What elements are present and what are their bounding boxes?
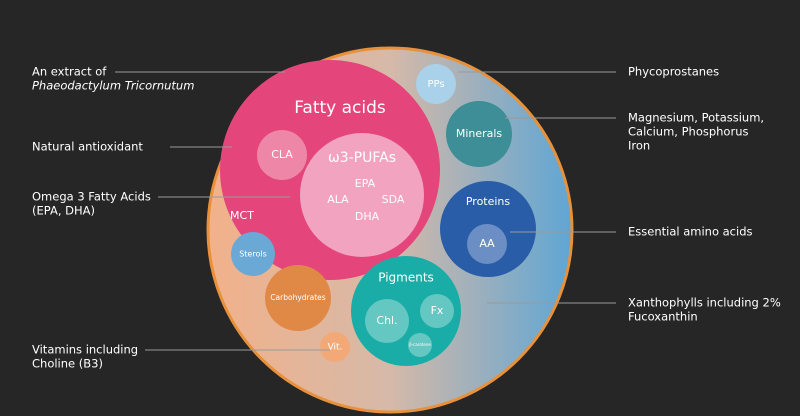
minerals-circle bbox=[446, 101, 512, 167]
pufa-item: DHA bbox=[355, 210, 380, 223]
fx-circle bbox=[420, 294, 454, 328]
chl-label: Chl. bbox=[376, 314, 397, 327]
vit-circle bbox=[320, 332, 350, 362]
mct-label: MCT bbox=[230, 209, 254, 222]
carbohydrates-label: Carbohydrates bbox=[270, 293, 325, 302]
aa-circle bbox=[467, 224, 507, 264]
annotation-text: Natural antioxidant bbox=[32, 140, 143, 154]
pufa-item: ALA bbox=[327, 193, 349, 206]
aa-label: AA bbox=[479, 237, 495, 250]
vit-label: Vit. bbox=[328, 343, 343, 353]
annotation-text: Fucoxanthin bbox=[628, 310, 698, 324]
pufa-item: EPA bbox=[355, 177, 376, 190]
annotation-text: Xanthophylls including 2% bbox=[628, 296, 781, 310]
fx-label: Fx bbox=[431, 304, 444, 317]
cla-label: CLA bbox=[271, 148, 293, 161]
sterols-label: Sterols bbox=[239, 250, 267, 259]
pps-circle bbox=[416, 64, 456, 104]
beta-label: β-carotene bbox=[409, 342, 431, 347]
carbohydrates-circle bbox=[265, 265, 331, 331]
beta-circle bbox=[408, 333, 432, 357]
annotation-text: Choline (B3) bbox=[32, 357, 103, 371]
annotation-text: Phaeodactylum Tricornutum bbox=[32, 79, 194, 93]
annotation-text: Magnesium, Potassium, bbox=[628, 111, 764, 125]
annotation-text: Iron bbox=[628, 139, 650, 153]
annotation-text: Calcium, Phosphorus bbox=[628, 125, 748, 139]
annotation-text: An extract of bbox=[32, 65, 107, 79]
annotation-text: Phycoprostanes bbox=[628, 65, 719, 79]
pufa-item: SDA bbox=[382, 193, 405, 206]
pps-label: PPs bbox=[427, 79, 444, 90]
annotation-text: (EPA, DHA) bbox=[32, 204, 95, 218]
sterols-circle bbox=[231, 232, 275, 276]
annotation-text: Essential amino acids bbox=[628, 225, 753, 239]
proteins-label: Proteins bbox=[466, 195, 511, 208]
cla-circle bbox=[257, 130, 307, 180]
minerals-label: Minerals bbox=[456, 127, 503, 140]
pufa-label: ω3-PUFAs bbox=[328, 150, 396, 166]
pigments-label: Pigments bbox=[378, 271, 434, 285]
annotation-text: Vitamins including bbox=[32, 343, 138, 357]
chl-circle bbox=[365, 299, 409, 343]
pufa-circle bbox=[300, 133, 424, 257]
annotation-text: Omega 3 Fatty Acids bbox=[32, 190, 151, 204]
fatty-acids-label: Fatty acids bbox=[294, 98, 386, 118]
